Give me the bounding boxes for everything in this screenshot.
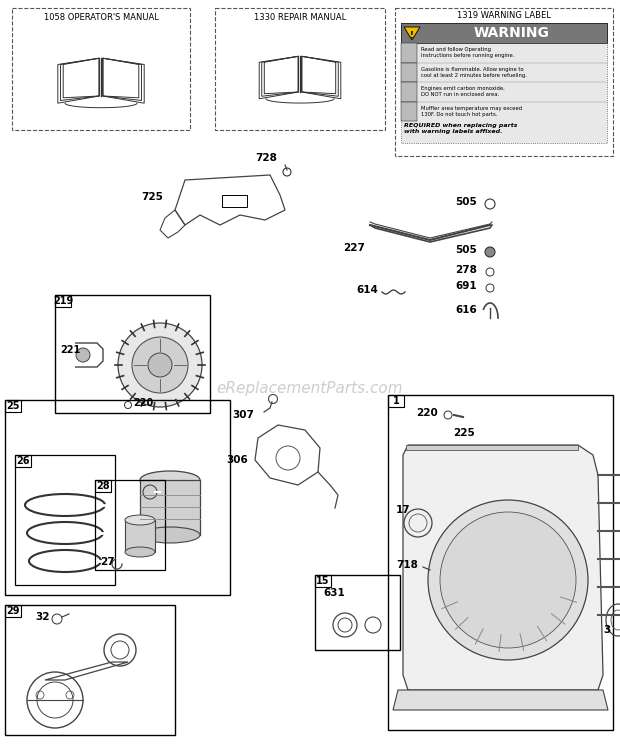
Text: eReplacementParts.com: eReplacementParts.com — [216, 380, 404, 396]
Bar — [215, 8, 385, 130]
Bar — [401, 101, 417, 121]
Ellipse shape — [125, 547, 155, 557]
Text: Read and follow Operating
Instructions before running engine.: Read and follow Operating Instructions b… — [421, 48, 515, 58]
Bar — [395, 8, 613, 156]
Bar — [15, 455, 31, 467]
Text: 227: 227 — [343, 243, 365, 253]
Text: 17: 17 — [396, 505, 410, 515]
Text: WARNING: WARNING — [474, 26, 550, 40]
Text: 225: 225 — [453, 428, 475, 438]
Text: 220: 220 — [133, 398, 153, 408]
Text: 616: 616 — [455, 305, 477, 315]
Text: 505: 505 — [455, 245, 477, 255]
Text: 307: 307 — [232, 410, 254, 420]
Text: 219: 219 — [53, 296, 73, 306]
Polygon shape — [403, 445, 603, 690]
Bar — [15, 455, 115, 585]
Ellipse shape — [125, 515, 155, 525]
Bar — [401, 82, 417, 101]
Text: 1: 1 — [392, 396, 399, 406]
Text: 1319 WARNING LABEL: 1319 WARNING LABEL — [457, 11, 551, 21]
Circle shape — [148, 353, 172, 377]
Text: 1330 REPAIR MANUAL: 1330 REPAIR MANUAL — [254, 13, 346, 22]
Text: 691: 691 — [455, 281, 477, 291]
Text: REQUIRED when replacing parts
with warning labels affixed.: REQUIRED when replacing parts with warni… — [404, 123, 518, 134]
Circle shape — [118, 323, 202, 407]
Bar — [315, 575, 400, 650]
Bar — [388, 395, 404, 407]
Bar — [401, 23, 607, 43]
Polygon shape — [404, 27, 420, 40]
Bar — [5, 400, 230, 595]
Bar — [55, 295, 210, 413]
Text: 3: 3 — [603, 625, 610, 635]
Circle shape — [428, 500, 588, 660]
Text: !: ! — [410, 31, 414, 39]
Text: 220: 220 — [416, 408, 438, 418]
Text: 728: 728 — [255, 153, 277, 163]
Text: 725: 725 — [141, 192, 163, 202]
Bar — [388, 395, 613, 730]
Polygon shape — [140, 480, 200, 535]
Ellipse shape — [140, 527, 200, 543]
Bar — [95, 480, 111, 492]
Bar — [222, 195, 247, 207]
Text: 718: 718 — [396, 560, 418, 570]
Text: 32: 32 — [35, 612, 50, 622]
Text: 505: 505 — [455, 197, 477, 207]
Text: 221: 221 — [60, 345, 80, 355]
Bar — [5, 605, 175, 735]
Text: 15: 15 — [316, 576, 330, 586]
Polygon shape — [125, 520, 155, 552]
Text: 1058 OPERATOR'S MANUAL: 1058 OPERATOR'S MANUAL — [43, 13, 159, 22]
Bar — [315, 575, 331, 587]
Text: 26: 26 — [16, 456, 30, 466]
Bar — [55, 295, 71, 307]
Bar — [401, 62, 417, 82]
Circle shape — [485, 247, 495, 257]
Text: 29: 29 — [6, 606, 20, 616]
Text: Gasoline is flammable. Allow engine to
cool at least 2 minutes before refueling.: Gasoline is flammable. Allow engine to c… — [421, 67, 527, 77]
Circle shape — [440, 512, 576, 648]
Bar — [5, 400, 21, 412]
Bar — [401, 23, 607, 143]
Text: Engines emit carbon monoxide,
DO NOT run in enclosed area.: Engines emit carbon monoxide, DO NOT run… — [421, 86, 505, 97]
Text: 27: 27 — [100, 557, 115, 567]
Polygon shape — [393, 690, 608, 710]
Text: 631: 631 — [323, 588, 345, 598]
Text: 28: 28 — [96, 481, 110, 491]
Circle shape — [132, 337, 188, 393]
Text: 25: 25 — [6, 401, 20, 411]
Text: 306: 306 — [226, 455, 248, 465]
Text: Muffler area temperature may exceed
130F. Do not touch hot parts.: Muffler area temperature may exceed 130F… — [421, 106, 522, 117]
Ellipse shape — [140, 471, 200, 489]
Polygon shape — [406, 445, 578, 450]
Text: 278: 278 — [455, 265, 477, 275]
Bar — [401, 43, 417, 62]
Circle shape — [76, 348, 90, 362]
Bar — [12, 8, 190, 130]
Bar — [95, 480, 165, 570]
Text: 614: 614 — [356, 285, 378, 295]
Bar — [5, 605, 21, 617]
